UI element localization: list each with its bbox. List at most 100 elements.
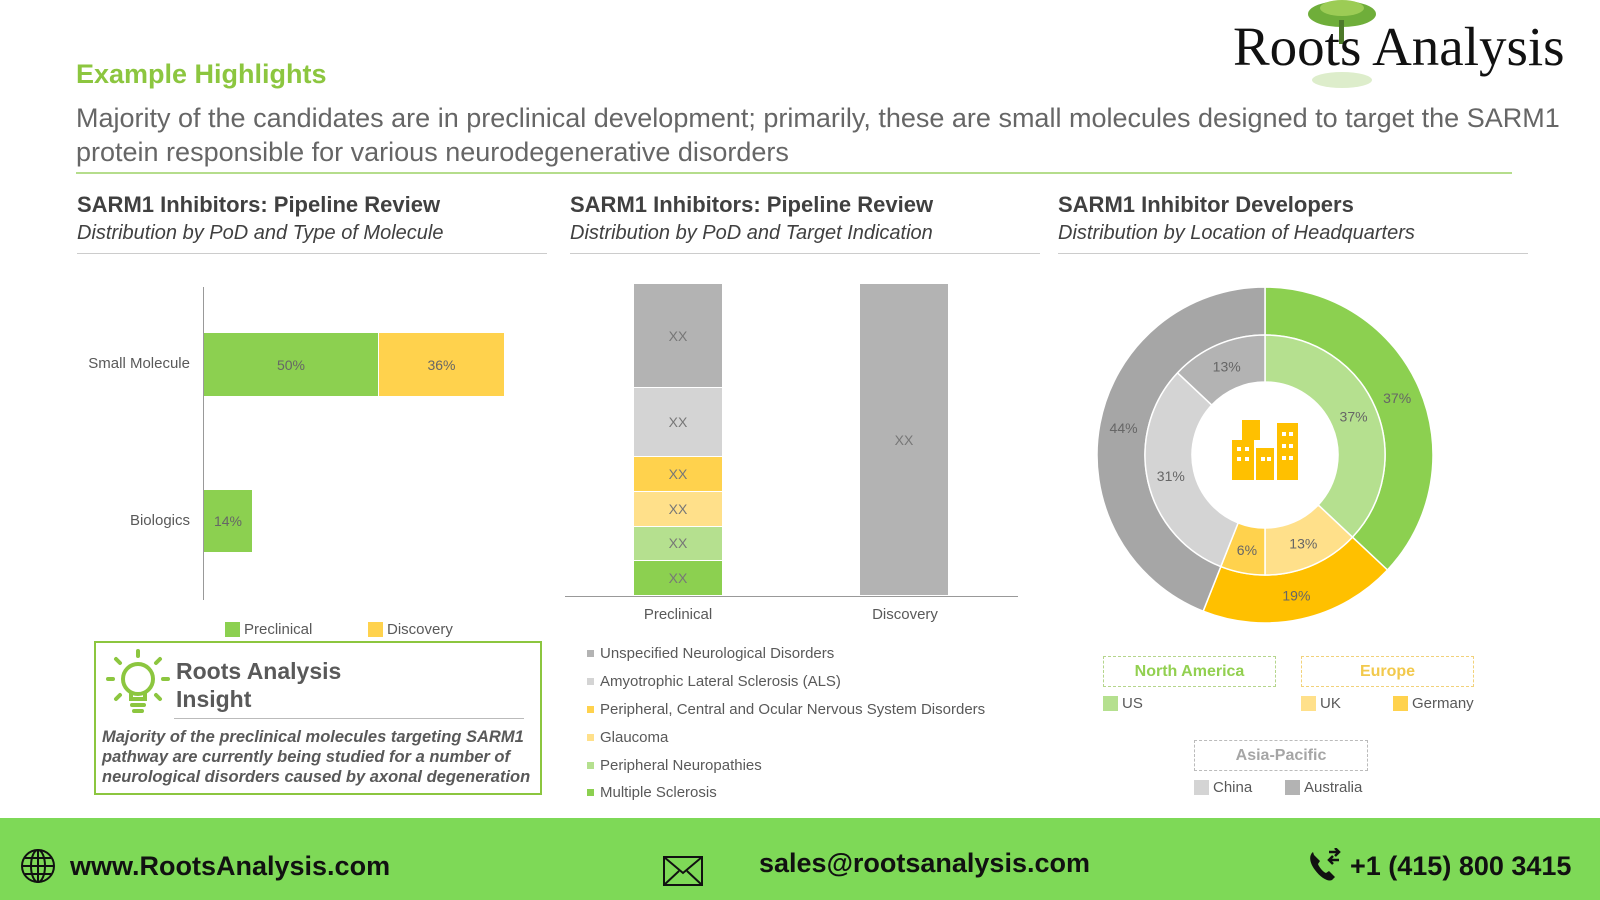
legend-group-europe: Europe [1301,656,1474,687]
legend-item: Glaucoma [587,723,985,751]
category-label: Biologics [129,512,190,529]
data-label: 50% [276,356,306,373]
data-label: XX [668,500,688,517]
legend-swatch [1194,780,1209,795]
data-label: 44% [1110,420,1138,436]
website-link[interactable]: www.RootsAnalysis.com [70,851,391,881]
inner-slice-us [1264,334,1386,539]
panel-header-molecule: SARM1 Inhibitors: Pipeline Review Distri… [77,192,547,254]
divider [77,253,547,254]
envelope-icon [663,856,703,886]
summary-text: Majority of the candidates are in precli… [76,103,1560,167]
data-label: 13% [1213,358,1241,374]
footer: www.RootsAnalysis.com sales@rootsanalysi… [0,818,1600,900]
divider [76,172,1512,174]
bar-preclinical: 14% [204,490,253,552]
lightbulb-icon [106,649,170,713]
data-label: XX [668,327,688,344]
legend-swatch [225,622,240,637]
legend-item-us: US [1103,695,1143,712]
legend-item-china: China [1194,779,1252,796]
legend-swatch [1301,696,1316,711]
legend-group-north-america: North America [1103,656,1276,687]
section-heading: Example Highlights [76,59,327,89]
roots-analysis-logo: Roots Analysis [1230,0,1600,95]
panel-header-developers: SARM1 Inhibitor Developers Distribution … [1058,192,1528,254]
bar-segment: XX [634,284,722,387]
legend-swatch [587,650,594,658]
legend-item: Amyotrophic Lateral Sclerosis (ALS) [587,668,985,696]
data-label: XX [668,466,688,483]
legend-item: Peripheral Neuropathies [587,751,985,779]
insight-title-line: Roots Analysis [176,658,342,684]
legend-swatch [368,622,383,637]
legend-swatch [587,705,594,713]
bar-segment: XX [634,526,722,561]
panel-header-indication: SARM1 Inhibitors: Pipeline Review Distri… [570,192,1040,254]
panel-subtitle: Distribution by PoD and Target Indicatio… [570,222,933,244]
bar-segment: XX [634,561,722,595]
legend-item-uk: UK [1301,695,1341,712]
legend-label: Unspecified Neurological Disorders [600,645,835,663]
indication-legend: Unspecified Neurological Disorders Amyotr… [587,640,985,807]
legend-label: Australia [1304,779,1363,796]
legend-group-asia-pacific: Asia-Pacific [1194,740,1368,771]
legend-item-discovery: Discovery [368,621,453,638]
y-axis [203,287,204,600]
legend-label: Glaucoma [600,728,669,746]
data-label: 37% [1383,390,1411,406]
category-label: Preclinical [643,606,713,623]
data-label: XX [668,535,688,552]
divider [174,718,524,719]
logo-text: Roots Analysis [1233,16,1565,77]
bar-segment: XX [860,284,948,595]
legend-label: Peripheral Neuropathies [600,756,762,774]
legend-swatch [1285,780,1300,795]
inner-slice-australia [1176,334,1266,407]
data-label: XX [894,431,914,448]
panel-subtitle: Distribution by Location of Headquarters [1058,222,1415,244]
data-label: 36% [427,356,456,373]
bar-discovery: 36% [379,333,505,396]
phone-icon [1310,848,1341,881]
inner-slice-china [1144,371,1240,568]
legend-label: China [1213,779,1253,796]
legend-label: US [1122,695,1143,712]
panel-title: SARM1 Inhibitors: Pipeline Review [77,192,441,217]
data-label: XX [668,570,688,587]
bar-preclinical: 50% [204,333,379,396]
insight-body: Majority of the preclinical molecules ta… [102,728,531,786]
x-axis [565,596,1018,597]
insight-title-line: Insight [176,686,252,712]
legend-label: Multiple Sclerosis [600,784,717,802]
bar-segment: XX [634,457,722,491]
legend-label: Discovery [387,621,453,638]
legend-item: Peripheral, Central and Ocular Nervous S… [587,696,985,724]
bar-segment: XX [634,388,722,457]
legend-item-germany: Germany [1393,695,1474,712]
buildings-icon [1232,420,1298,480]
legend-item: Unspecified Neurological Disorders [587,640,985,668]
data-label: 13% [1289,536,1317,552]
headquarters-donut-chart: 37% 19% 44% 37% 13% 6% 31% 13% [1096,286,1434,624]
divider [1058,253,1528,254]
data-label: 37% [1340,409,1368,425]
legend-swatch [587,789,594,797]
data-label: 14% [213,513,243,529]
tree-icon [1308,0,1376,88]
legend-swatch [587,678,594,686]
legend-label: Amyotrophic Lateral Sclerosis (ALS) [600,673,841,691]
legend-swatch [1393,696,1408,711]
legend-label: UK [1320,695,1341,712]
legend-swatch [587,733,594,741]
panel-title: SARM1 Inhibitor Developers [1058,192,1354,217]
data-label: XX [668,414,688,431]
legend-swatch [587,761,594,769]
category-label: Small Molecule [88,355,190,372]
phone-number[interactable]: +1 (415) 800 3415 [1350,851,1572,881]
data-label: 6% [1237,542,1257,558]
email-link[interactable]: sales@rootsanalysis.com [759,848,1090,878]
legend-label: Peripheral, Central and Ocular Nervous S… [600,700,986,718]
legend-item-preclinical: Preclinical [225,621,312,638]
panel-title: SARM1 Inhibitors: Pipeline Review [570,192,934,217]
